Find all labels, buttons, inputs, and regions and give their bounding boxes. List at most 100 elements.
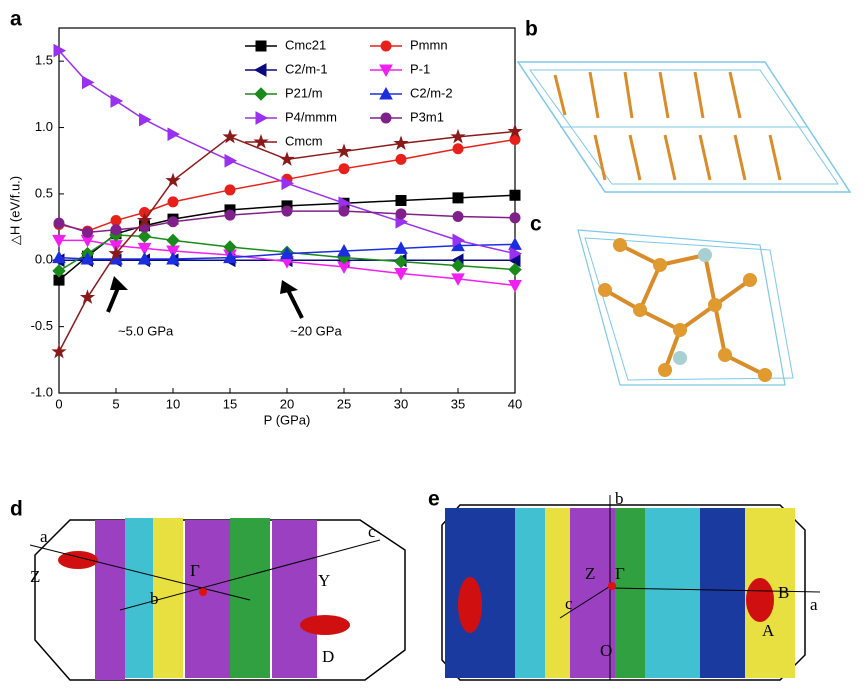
marker: [507, 123, 523, 139]
marker: [167, 196, 179, 208]
marker: [110, 224, 122, 236]
marker: [338, 163, 350, 175]
x-tick-label: 35: [451, 396, 465, 411]
point-label: O: [600, 641, 612, 660]
marker: [52, 250, 66, 264]
legend-label: Cmcm: [285, 133, 323, 148]
y-tick-label: 0.0: [35, 252, 53, 267]
marker: [508, 279, 522, 293]
marker: [51, 343, 67, 359]
point-label: a: [810, 595, 818, 614]
x-tick-label: 15: [223, 396, 237, 411]
marker: [395, 195, 407, 207]
panel-label: c: [530, 213, 542, 236]
y-tick-label: -1.0: [31, 384, 53, 399]
panel-label: b: [525, 18, 538, 41]
legend-label: Pmmn: [410, 37, 448, 52]
panel-label: e: [428, 488, 440, 511]
series: [53, 43, 523, 261]
marker: [165, 172, 181, 188]
marker: [452, 233, 466, 248]
x-tick-label: 30: [394, 396, 408, 411]
series: [52, 237, 522, 265]
series-line: [58, 130, 516, 353]
legend-label: Cmc21: [285, 37, 326, 52]
point-label: Γ: [615, 564, 625, 583]
legend-marker: [253, 63, 267, 77]
point-label: Y: [318, 571, 330, 590]
y-tick-label: 0.5: [35, 185, 53, 200]
marker: [52, 234, 66, 248]
marker: [79, 289, 96, 304]
marker: [336, 143, 352, 158]
marker: [451, 273, 465, 286]
panel-label: a: [10, 8, 22, 31]
point-label: b: [615, 489, 624, 508]
crystal-b: [516, 61, 852, 193]
marker: [137, 251, 152, 265]
marker: [281, 205, 293, 217]
arrow: [106, 276, 304, 319]
marker: [222, 128, 238, 144]
marker: [224, 153, 238, 168]
marker: [136, 212, 153, 227]
x-tick-label: 20: [280, 396, 294, 411]
marker: [82, 226, 93, 238]
point-label: b: [150, 589, 159, 608]
marker: [509, 212, 521, 224]
series: [51, 123, 523, 359]
fermi-surface-d: [29, 518, 406, 681]
marker: [52, 264, 66, 278]
marker: [394, 241, 408, 254]
marker: [509, 189, 521, 201]
marker: [338, 205, 350, 217]
annotation: ~5.0 GPa: [118, 323, 174, 338]
marker: [394, 268, 408, 281]
y-axis-label: △H (eV/f.u.): [7, 176, 22, 245]
point-label: Γ: [190, 561, 200, 580]
point-label: Z: [585, 564, 595, 583]
crystal-c: [577, 229, 794, 386]
legend-label: C2/m-2: [410, 85, 453, 100]
x-tick-label: 10: [166, 396, 180, 411]
point-label: c: [565, 594, 573, 613]
marker: [452, 210, 464, 222]
marker: [224, 184, 236, 196]
series: [53, 205, 521, 238]
marker: [110, 214, 122, 226]
legend-marker: [253, 133, 269, 149]
legend-label: C2/m-1: [285, 61, 328, 76]
marker: [281, 176, 295, 191]
marker: [137, 229, 152, 244]
legend-marker: [380, 112, 392, 124]
marker: [167, 127, 181, 142]
point-label: A: [762, 621, 775, 640]
marker: [508, 262, 522, 277]
marker: [280, 246, 294, 260]
series: [52, 234, 522, 293]
marker: [452, 192, 464, 204]
marker: [166, 233, 180, 248]
point-label: a: [40, 527, 48, 546]
x-tick-label: 5: [112, 396, 119, 411]
legend-label: P4/mmm: [285, 109, 337, 124]
x-axis-label: P (GPa): [264, 412, 311, 427]
x-tick-label: 25: [337, 396, 351, 411]
legend-label: P21/m: [285, 85, 323, 100]
marker: [508, 237, 522, 250]
marker: [395, 208, 407, 220]
legend-marker: [380, 40, 392, 52]
marker: [53, 217, 65, 229]
marker: [108, 245, 124, 261]
marker: [166, 251, 180, 265]
legend-marker: [255, 111, 269, 125]
marker: [223, 250, 237, 264]
point-label: c: [368, 522, 376, 541]
legend-marker: [379, 64, 393, 78]
marker: [82, 75, 95, 90]
x-tick-label: 0: [55, 396, 62, 411]
marker: [395, 153, 407, 165]
marker: [337, 243, 351, 257]
marker: [450, 128, 466, 144]
marker: [224, 209, 236, 221]
